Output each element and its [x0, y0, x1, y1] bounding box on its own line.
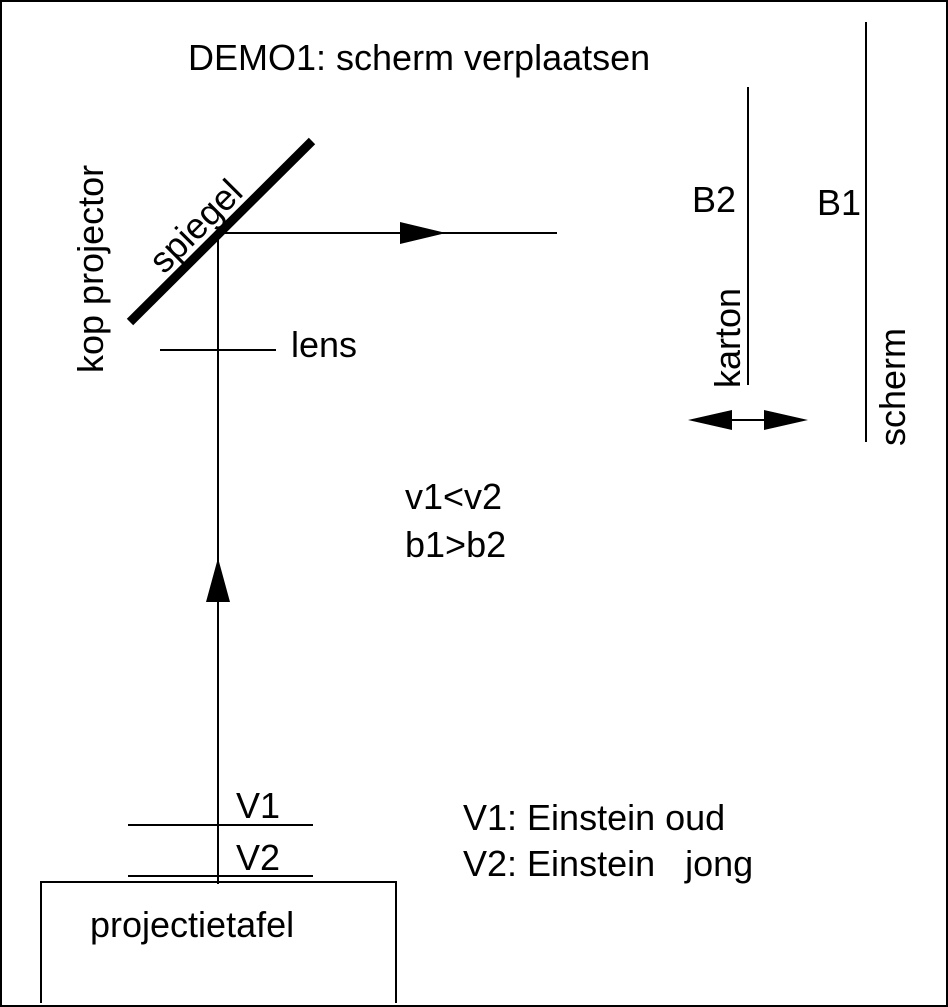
move-arrow-left-head — [688, 410, 732, 430]
relation-v: v1<v2 — [405, 476, 502, 517]
projector-head-label: kop projector — [70, 165, 111, 373]
screen-label: scherm — [872, 328, 913, 446]
b1-label: B1 — [817, 182, 861, 223]
b2-label: B2 — [692, 179, 736, 220]
legend-v1: V1: Einstein oud — [463, 797, 725, 838]
move-arrow-right-head — [764, 410, 808, 430]
projection-table-label: projectietafel — [90, 904, 294, 945]
ray-arrow-right — [400, 222, 446, 244]
v1-label: V1 — [236, 785, 280, 826]
projection-table — [40, 881, 397, 1003]
legend-v2: V2: Einstein jong — [463, 843, 753, 884]
cardboard-label: karton — [707, 288, 748, 388]
relation-b: b1>b2 — [405, 524, 506, 565]
mirror — [126, 137, 316, 326]
lens-label: lens — [291, 324, 357, 365]
ray-arrow-up — [206, 558, 230, 602]
diagram-title: DEMO1: scherm verplaatsen — [188, 37, 650, 78]
v2-label: V2 — [236, 837, 280, 878]
